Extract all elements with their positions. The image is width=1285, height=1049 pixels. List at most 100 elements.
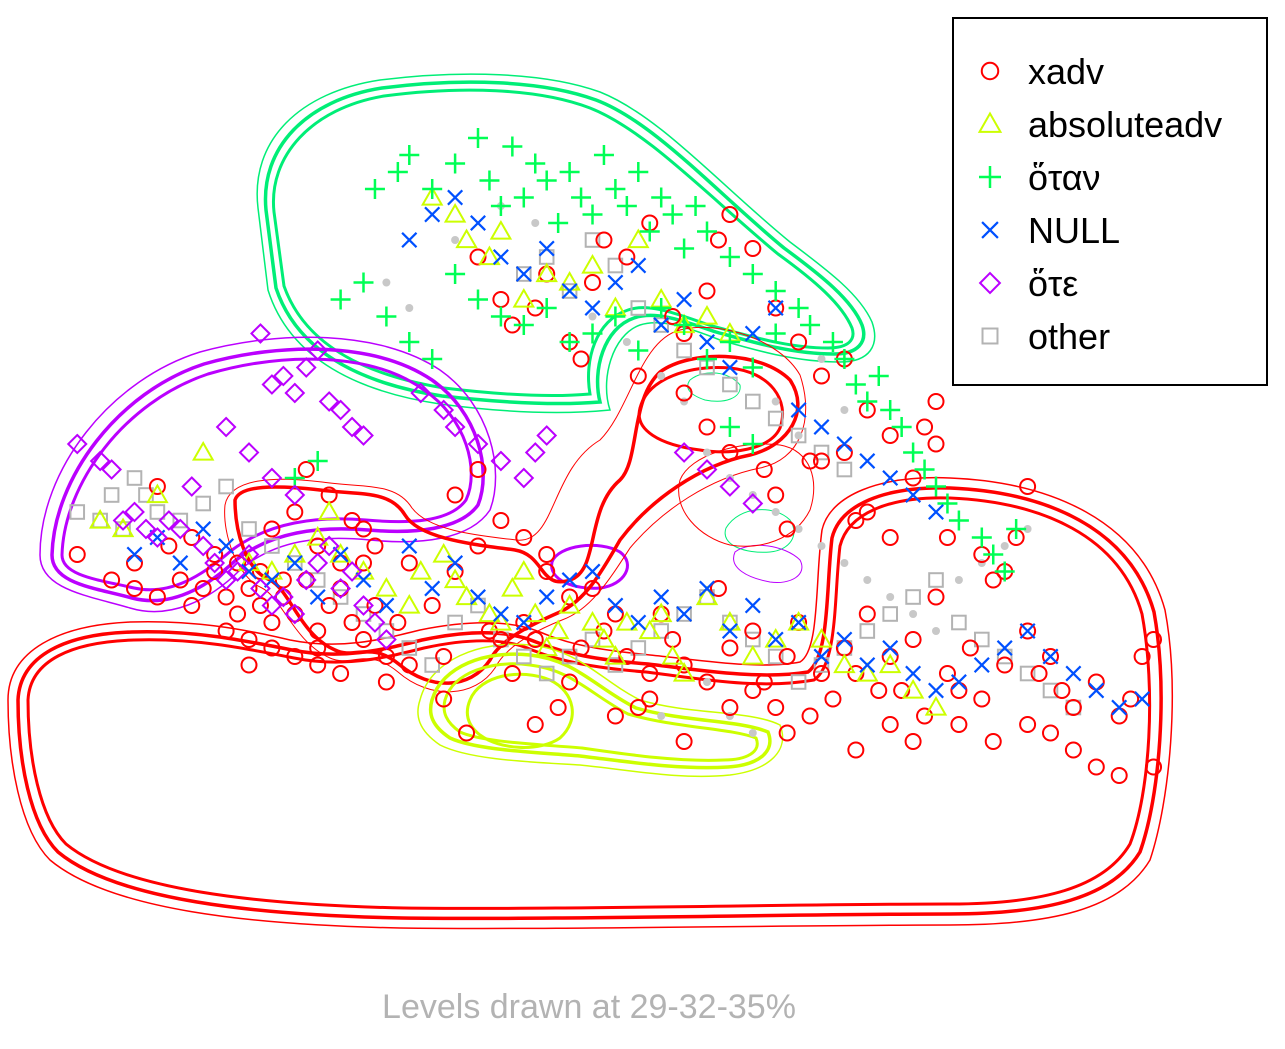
point-diamond-41	[490, 450, 512, 472]
point-triangle-9	[329, 542, 352, 563]
point-x-36	[950, 674, 967, 690]
point-diamond-17	[272, 586, 294, 608]
point-x-44	[1134, 691, 1151, 707]
contour-absoluteadv	[417, 643, 784, 778]
point-dot-4	[531, 219, 540, 227]
point-circle-181	[332, 665, 350, 682]
point-plus-69	[719, 417, 740, 437]
point-circle-88	[984, 571, 1002, 589]
point-x-25	[699, 580, 715, 597]
point-circle-79	[1042, 648, 1059, 665]
point-diamond-6	[146, 527, 168, 548]
point-triangle-19	[501, 576, 524, 597]
point-circle-78	[1030, 665, 1048, 682]
point-x-54	[607, 274, 624, 291]
point-circle-179	[286, 648, 304, 665]
point-triangle-32	[672, 661, 696, 682]
point-circle-60	[778, 648, 796, 665]
point-square-61	[836, 461, 853, 478]
point-triangle-44	[420, 185, 444, 206]
legend-label-diamond: ὅτε	[1028, 263, 1078, 304]
point-plus-32	[834, 349, 855, 369]
point-circle-9	[229, 605, 247, 623]
point-dot-26	[817, 355, 826, 363]
point-diamond-16	[261, 595, 283, 616]
point-diamond-52	[742, 493, 764, 514]
point-circle-50	[641, 665, 659, 682]
point-circle-165	[904, 733, 922, 750]
point-x-19	[561, 572, 578, 588]
point-x-50	[515, 266, 532, 282]
legend-label-x: NULL	[1028, 210, 1120, 251]
point-x-17	[515, 614, 532, 631]
point-square-20	[470, 597, 486, 614]
point-triangle-24	[558, 593, 581, 614]
point-x-42	[1088, 682, 1105, 699]
point-square-27	[630, 640, 647, 656]
point-triangle-11	[375, 576, 398, 597]
point-circle-100	[927, 435, 945, 453]
point-diamond-15	[250, 578, 271, 599]
point-x-11	[378, 597, 395, 614]
point-circle-16	[309, 622, 327, 640]
point-x-56	[653, 317, 670, 333]
point-circle-101	[938, 529, 956, 546]
point-plus-14	[571, 187, 592, 208]
point-x-67	[905, 487, 922, 503]
point-circle-58	[755, 673, 773, 691]
point-triangle-22	[535, 636, 558, 657]
point-circle-54	[698, 673, 716, 691]
point-square-54	[676, 342, 692, 359]
point-x-39	[1019, 623, 1036, 639]
point-circle-141	[309, 537, 327, 555]
point-triangle-3	[191, 440, 215, 461]
point-x-13	[424, 580, 441, 597]
point-x-41	[1065, 665, 1082, 682]
point-x-38	[996, 640, 1013, 656]
point-circle-74	[961, 639, 979, 657]
point-x-28	[767, 631, 784, 648]
point-circle-30	[366, 537, 384, 555]
point-square-57	[745, 393, 761, 410]
point-plus-33	[845, 374, 866, 395]
point-diamond-31	[295, 357, 317, 378]
point-square-39	[905, 589, 921, 605]
point-plus-52	[559, 332, 580, 352]
point-triangle-15	[443, 568, 467, 589]
point-plus-64	[376, 306, 397, 327]
point-diamond-51	[719, 476, 741, 497]
point-circle-151	[309, 639, 327, 657]
point-circle-167	[984, 733, 1002, 750]
point-circle-33	[423, 597, 441, 614]
point-square-35	[813, 657, 830, 673]
point-circle-24	[400, 656, 418, 674]
point-circle-86	[1145, 631, 1163, 648]
point-plus-35	[868, 366, 889, 386]
contour-xadv-outer	[7, 476, 1173, 930]
point-square-19	[447, 614, 463, 631]
point-x-55	[630, 257, 647, 274]
point-x-59	[721, 359, 738, 376]
point-x-49	[492, 249, 509, 265]
contour-ote	[39, 336, 803, 613]
point-plus-57	[674, 315, 695, 335]
point-plus-63	[353, 272, 374, 293]
contour-xadv-loop	[637, 366, 785, 454]
point-square-37	[859, 623, 876, 639]
point-diamond-11	[204, 552, 226, 574]
point-diamond-25	[364, 612, 386, 633]
point-plus-25	[697, 221, 717, 242]
point-circle-69	[893, 682, 911, 699]
legend-marker-x	[981, 221, 999, 239]
point-circle-13	[274, 588, 292, 606]
point-circle-57	[744, 622, 762, 640]
point-diamond-22	[330, 578, 352, 599]
point-triangle-52	[581, 253, 604, 274]
point-plus-8	[502, 136, 523, 157]
point-circle-150	[240, 656, 258, 674]
point-circle-152	[435, 690, 453, 708]
contour-otan-outer	[256, 73, 876, 414]
point-x-52	[561, 283, 578, 299]
point-dot-2	[451, 236, 460, 244]
point-circle-64	[835, 639, 853, 657]
